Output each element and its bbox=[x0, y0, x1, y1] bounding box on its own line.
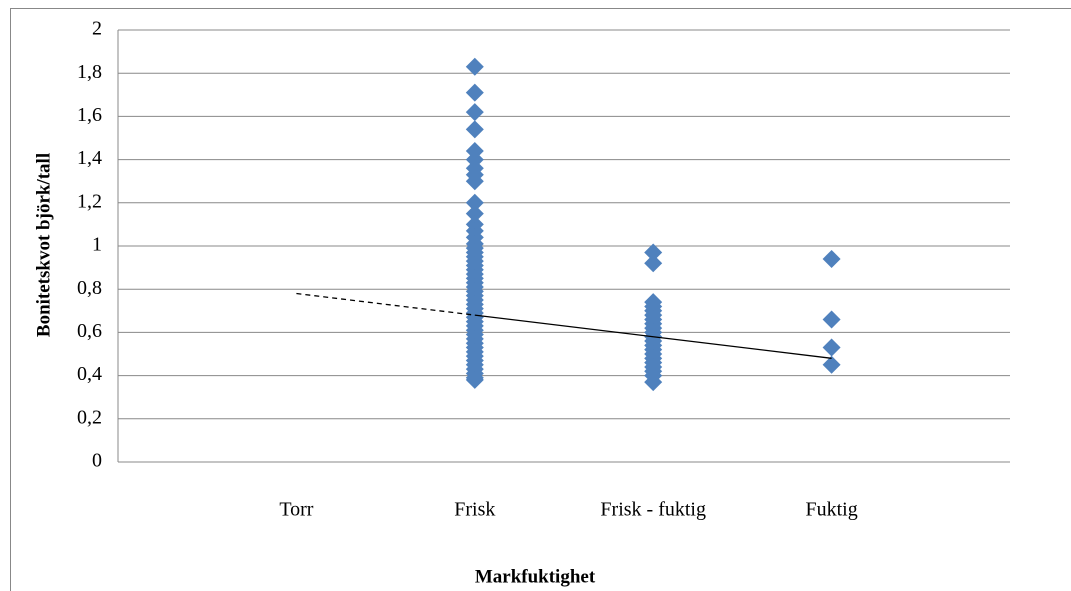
x-tick-label: Fuktig bbox=[805, 499, 857, 521]
chart-frame bbox=[10, 8, 1071, 591]
data-point bbox=[465, 83, 484, 102]
y-tick-label: 2 bbox=[92, 18, 102, 40]
x-tick-label: Frisk - fuktig bbox=[600, 499, 706, 521]
data-point bbox=[822, 338, 841, 357]
trend-line bbox=[474, 314, 832, 359]
data-point bbox=[465, 370, 484, 389]
trend-line bbox=[296, 292, 475, 316]
data-point bbox=[644, 254, 663, 273]
data-point bbox=[465, 193, 484, 212]
data-point bbox=[822, 355, 841, 374]
data-point bbox=[465, 204, 484, 223]
y-tick-label: 0,6 bbox=[77, 320, 102, 342]
y-tick-label: 0 bbox=[92, 450, 102, 472]
data-point bbox=[465, 57, 484, 76]
y-tick-label: 1,6 bbox=[77, 104, 102, 126]
data-point bbox=[465, 120, 484, 139]
data-point bbox=[465, 172, 484, 191]
y-tick-label: 0,4 bbox=[77, 363, 102, 385]
data-point bbox=[644, 373, 663, 392]
x-tick-label: Frisk bbox=[454, 499, 495, 521]
x-axis-title: Markfuktighet bbox=[475, 566, 596, 587]
y-tick-label: 0,8 bbox=[77, 277, 102, 299]
y-axis-title: Bonitetskvot björk/tall bbox=[33, 153, 54, 337]
data-point bbox=[822, 249, 841, 268]
y-tick-label: 1,4 bbox=[77, 147, 102, 169]
y-tick-label: 1,2 bbox=[77, 190, 102, 212]
data-point bbox=[644, 243, 663, 262]
x-tick-label: Torr bbox=[279, 499, 313, 521]
y-tick-label: 0,2 bbox=[77, 406, 102, 428]
data-point bbox=[465, 103, 484, 122]
y-tick-label: 1,8 bbox=[77, 61, 102, 83]
data-point bbox=[822, 310, 841, 329]
y-tick-label: 1 bbox=[92, 234, 102, 256]
